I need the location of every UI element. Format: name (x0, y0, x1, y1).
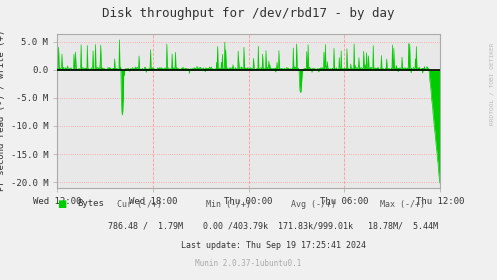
Text: Max (-/+): Max (-/+) (380, 200, 425, 209)
Text: Disk throughput for /dev/rbd17 - by day: Disk throughput for /dev/rbd17 - by day (102, 7, 395, 20)
Text: Bytes: Bytes (77, 199, 104, 208)
Text: ■: ■ (57, 199, 67, 209)
Text: Munin 2.0.37-1ubuntu0.1: Munin 2.0.37-1ubuntu0.1 (195, 259, 302, 268)
Text: Last update: Thu Sep 19 17:25:41 2024: Last update: Thu Sep 19 17:25:41 2024 (181, 241, 366, 250)
Text: RRDTOOL / TOBI OETIKER: RRDTOOL / TOBI OETIKER (490, 43, 495, 125)
Text: Min (-/+): Min (-/+) (206, 200, 251, 209)
Text: Avg (-/+): Avg (-/+) (291, 200, 335, 209)
Y-axis label: Pr second read (-) / write (+): Pr second read (-) / write (+) (0, 30, 6, 191)
Text: 786.48 /  1.79M    0.00 /403.79k  171.83k/999.01k   18.78M/  5.44M: 786.48 / 1.79M 0.00 /403.79k 171.83k/999… (108, 221, 438, 230)
Text: Cur (-/+): Cur (-/+) (117, 200, 162, 209)
